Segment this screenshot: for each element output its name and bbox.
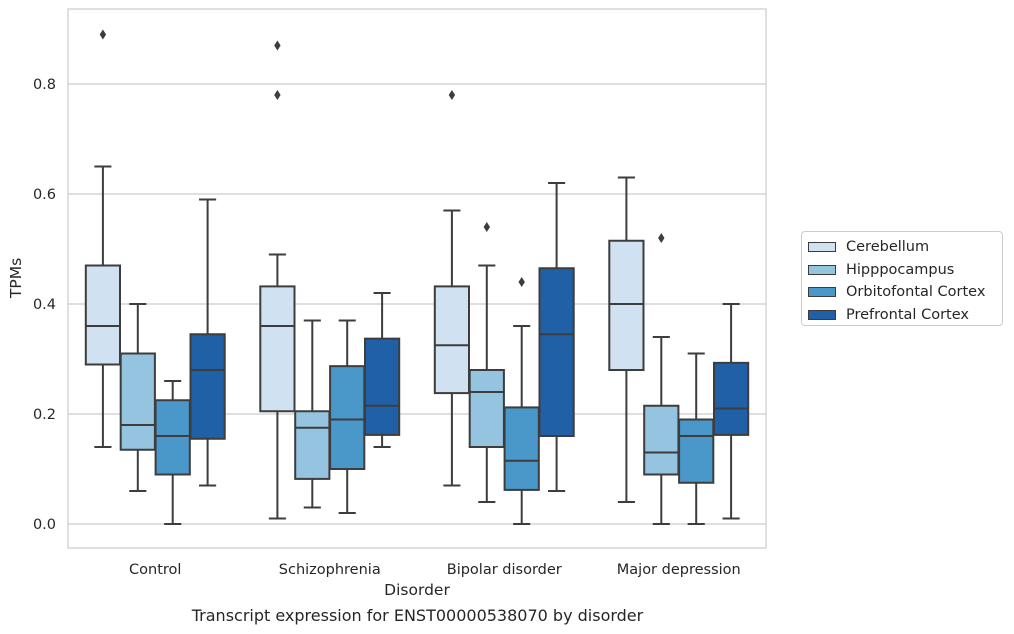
y-axis-label: TPMs: [7, 258, 25, 299]
legend-swatch: [808, 309, 836, 320]
legend-item: Cerebellum: [808, 236, 1002, 259]
legend-item: Prefrontal Cortex: [808, 304, 1002, 327]
box-iqr: [643, 404, 680, 476]
box-prefrontal-cortex: [363, 292, 401, 448]
box-iqr: [608, 239, 645, 371]
box-prefrontal-cortex: [189, 198, 226, 487]
outlier-point: [274, 40, 281, 51]
outlier-point: [658, 233, 665, 243]
box-iqr: [712, 361, 750, 436]
box-prefrontal-cortex: [712, 303, 750, 520]
legend-label: Prefrontal Cortex: [846, 306, 969, 323]
box-orbitofontal-cortex: [503, 277, 540, 525]
x-axis: Control Schizophrenia Bipolar disorder Majo…: [129, 562, 741, 578]
box-iqr: [189, 333, 226, 440]
y-tick-label: 0.0: [33, 517, 56, 533]
legend-label: Cerebellum: [846, 239, 930, 256]
outlier-point: [274, 90, 281, 100]
legend-swatch: [808, 242, 836, 253]
legend-item: Orbitofontal Cortex: [808, 281, 1002, 304]
y-tick-label: 0.4: [33, 297, 56, 313]
box-cerebellum: [259, 40, 296, 520]
box-iqr: [84, 264, 122, 366]
box-iqr: [259, 285, 296, 413]
box-iqr: [678, 418, 715, 484]
x-tick-label: Major depression: [617, 562, 741, 578]
box-iqr: [433, 285, 471, 395]
x-axis-label: Disorder: [384, 581, 450, 599]
plot-frame: [67, 8, 767, 549]
box-iqr: [329, 365, 366, 470]
box-prefrontal-cortex: [538, 182, 575, 492]
box-iqr: [538, 267, 575, 437]
box-iqr: [294, 410, 331, 480]
box-hipppocampus: [294, 319, 331, 509]
legend-item: Hipppocampus: [808, 259, 1002, 282]
box-cerebellum: [608, 176, 645, 503]
legend-swatch: [808, 264, 836, 275]
box-iqr: [503, 406, 540, 491]
box-cerebellum: [433, 90, 471, 487]
box-iqr: [363, 337, 401, 436]
y-tick-label: 0.6: [33, 187, 56, 203]
x-tick-label: Control: [129, 562, 181, 578]
boxes: [84, 29, 750, 525]
outlier-point: [448, 90, 456, 100]
outlier-point: [483, 222, 490, 232]
box-cerebellum: [84, 29, 122, 448]
box-iqr: [119, 352, 156, 451]
box-hipppocampus: [643, 233, 680, 525]
legend-label: Hipppocampus: [846, 261, 955, 278]
box-hipppocampus: [119, 303, 156, 492]
chart-caption: Transcript expression for ENST0000053807…: [191, 606, 644, 625]
legend: Cerebellum Hipppocampus Orbitofontal Corte…: [801, 231, 1003, 326]
y-tick-label: 0.2: [33, 407, 56, 423]
box-orbitofontal-cortex: [154, 380, 191, 525]
legend-swatch: [808, 287, 836, 298]
box-hipppocampus: [468, 222, 505, 503]
y-axis: 0.0 0.2 0.4 0.6 0.8: [33, 77, 56, 533]
x-tick-label: Bipolar disorder: [447, 562, 562, 578]
box-orbitofontal-cortex: [329, 319, 366, 514]
x-tick-label: Schizophrenia: [279, 562, 381, 578]
box-iqr: [154, 399, 191, 476]
outlier-point: [99, 29, 107, 40]
box-orbitofontal-cortex: [678, 352, 715, 525]
box-iqr: [468, 369, 505, 448]
y-tick-label: 0.8: [33, 77, 56, 93]
legend-label: Orbitofontal Cortex: [846, 284, 986, 301]
outlier-point: [518, 277, 525, 287]
